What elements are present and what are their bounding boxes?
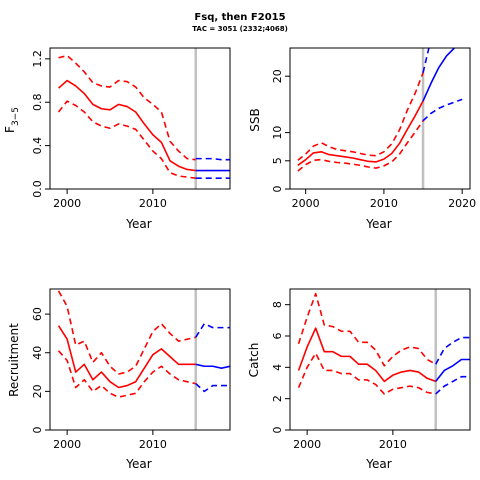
catch-ytick-label: 8 (271, 301, 284, 308)
ssb-xtick-label: 2000 (292, 197, 320, 210)
recruitment-ylabel: Recruitment (7, 323, 21, 397)
catch-historical-lower-line (297, 352, 436, 395)
catch-projection-median-line (435, 358, 470, 382)
catch-plot-frame (289, 288, 471, 431)
catch-ytick-label: 4 (271, 364, 284, 371)
catch-xtick-label: 2010 (379, 438, 407, 451)
fbar-panel: Year F3−5 ‾ 2000 2010 0.0 0.4 0.8 1.2 (0, 47, 231, 231)
catch-historical-median-line (297, 327, 436, 383)
fbar-plot: 2000 2010 0.0 0.4 0.8 1.2 (31, 47, 231, 210)
catch-ytick-label: 6 (271, 333, 284, 340)
catch-ytick-label: 0 (271, 427, 284, 434)
recruitment-xlabel: Year (125, 457, 151, 471)
catch-plot: 2000 2010 0 2 4 6 8 (271, 288, 471, 451)
recruitment-ytick-label: 20 (31, 384, 44, 398)
catch-xtick-label: 2000 (293, 438, 321, 451)
ssb-xlabel: Year (365, 217, 391, 231)
ssb-ytick-label: 5 (271, 157, 284, 164)
recruitment-historical-lower-line (57, 350, 196, 398)
recruitment-xtick-label: 2010 (139, 438, 167, 451)
ssb-plot: 2000 2010 2020 0 5 10 20 (271, 47, 476, 210)
catch-panel: Year Catch 2000 2010 0 2 4 6 8 (247, 288, 471, 471)
ssb-ytick-label: 20 (271, 69, 284, 83)
fbar-ylabel-overbar: ‾ (0, 120, 9, 127)
fbar-ylabel-main: F (3, 126, 17, 133)
ssb-xtick-label: 2020 (448, 197, 476, 210)
recruitment-ytick-label: 60 (31, 307, 44, 321)
recruitment-plot-frame (49, 288, 231, 431)
ssb-projection-lower-line (422, 98, 463, 122)
fbar-ytick-label: 0.4 (31, 137, 44, 155)
recruitment-ytick-label: 0 (31, 427, 44, 434)
fbar-ylabel-sub: 3−5 (11, 107, 21, 126)
ssb-historical-upper-line (297, 72, 424, 161)
fbar-xtick-label: 2000 (53, 197, 81, 210)
fbar-xlabel: Year (125, 217, 151, 231)
recruitment-historical-upper-line (57, 290, 196, 375)
recruitment-ytick-label: 40 (31, 346, 44, 360)
ssb-projection-median-line (422, 48, 456, 102)
fbar-projection-upper-line (195, 157, 230, 161)
recruitment-projection-lower-line (195, 383, 230, 393)
recruitment-panel: Year Recruitment 2000 2010 0 20 40 60 (7, 288, 231, 471)
fbar-historical-lower-line (57, 100, 196, 179)
fbar-ytick-label: 1.2 (31, 50, 44, 68)
recruitment-projection-upper-line (195, 322, 230, 338)
recruitment-xtick-label: 2000 (53, 438, 81, 451)
ssb-ylabel: SSB (248, 108, 262, 131)
fbar-historical-upper-line (58, 54, 196, 161)
ssb-ytick-label: 10 (271, 126, 284, 140)
catch-projection-lower-line (435, 375, 470, 395)
fbar-plot-frame (49, 47, 231, 190)
ssb-historical-lower-line (297, 120, 424, 172)
catch-ytick-label: 2 (271, 395, 284, 402)
fbar-historical-median-line (58, 79, 196, 172)
catch-historical-upper-line (297, 292, 437, 367)
recruitment-projection-median-line (195, 363, 230, 369)
fbar-ytick-label: 0.0 (31, 180, 44, 198)
figure-subtitle: TAC = 3051 (2332;4068) (192, 25, 288, 33)
figure-title: Fsq, then F2015 (194, 12, 285, 23)
catch-xlabel: Year (365, 457, 391, 471)
fbar-ylabel: F3−5 (3, 107, 21, 133)
ssb-plot-frame (289, 47, 471, 190)
fbar-xtick-label: 2010 (139, 197, 167, 210)
recruitment-plot: 2000 2010 0 20 40 60 (31, 288, 231, 451)
fbar-ytick-label: 0.8 (31, 93, 44, 111)
ssb-xtick-label: 2010 (370, 197, 398, 210)
catch-projection-upper-line (435, 336, 470, 365)
ssb-ytick-label: 0 (271, 186, 284, 193)
ssb-panel: Year SSB 2000 2010 2020 0 5 10 20 (248, 47, 476, 231)
recruitment-historical-median-line (57, 325, 196, 389)
catch-ylabel: Catch (247, 343, 261, 378)
ssb-historical-median-line (297, 100, 424, 166)
